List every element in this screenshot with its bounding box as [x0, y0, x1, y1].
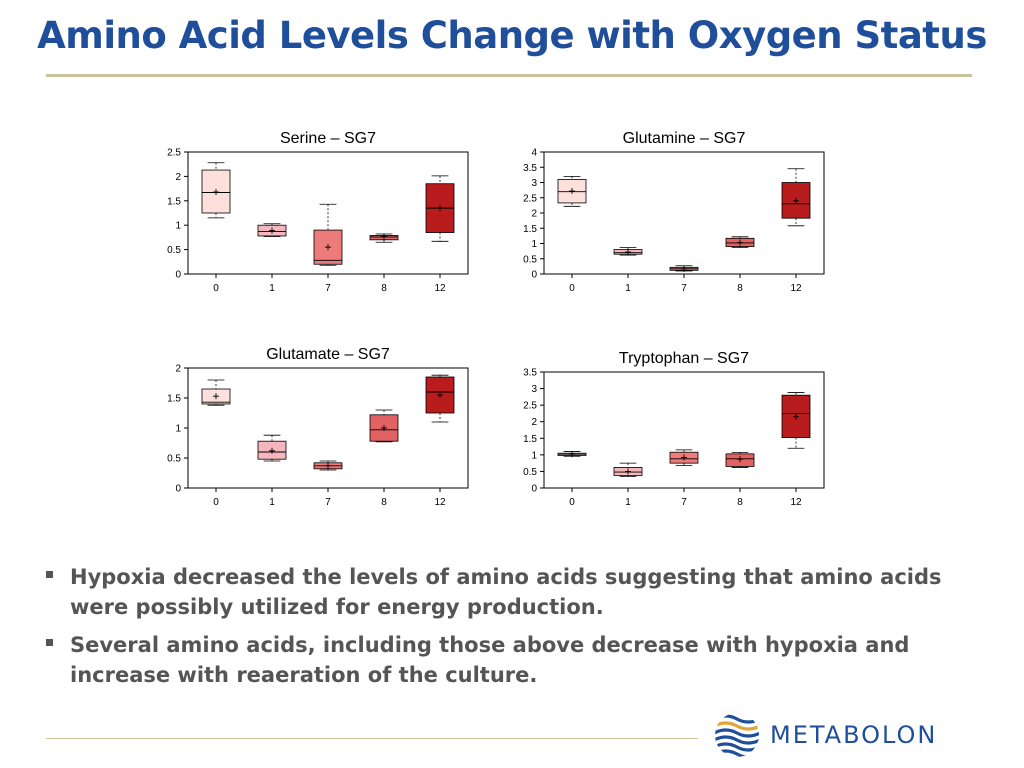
footer-rule — [46, 738, 698, 739]
box-plot-8 — [369, 409, 399, 443]
x-tick-label: 8 — [381, 283, 387, 294]
y-tick-label: 1.5 — [523, 224, 537, 235]
x-tick-label: 8 — [381, 497, 387, 508]
bullet-item: Hypoxia decreased the levels of amino ac… — [46, 562, 966, 622]
y-tick-label: 0 — [531, 270, 537, 281]
y-tick-label: 1.5 — [167, 196, 181, 207]
plot-frame — [543, 371, 825, 489]
square-bullet-icon — [46, 571, 53, 578]
box-plot-1 — [257, 223, 287, 237]
y-tick-label: 1 — [175, 221, 181, 232]
chart-title: Glutamate – SG7 — [266, 346, 390, 363]
y-tick-label: 2.5 — [523, 401, 537, 412]
chart-glutamate-svg: Glutamate – SG7 0 0.5 1 1.5 2 0 1 7 8 12 — [167, 346, 469, 508]
y-tick-label: 1 — [531, 239, 537, 250]
x-tick-label: 0 — [213, 497, 219, 508]
y-tick-label: 0 — [531, 484, 537, 495]
x-tick-label: 7 — [681, 497, 687, 508]
y-tick-label: 0.5 — [523, 467, 537, 478]
chart-glutamate: Glutamate – SG7 0 0.5 1 1.5 2 0 1 7 8 12 — [150, 338, 480, 516]
chart-serine: Serine – SG7 0 0.5 1 1.5 2 2.5 0 1 7 8 12 — [150, 122, 480, 302]
x-tick-label: 12 — [790, 283, 802, 294]
box-plot-12 — [425, 374, 455, 423]
x-tick-label: 8 — [737, 497, 743, 508]
x-tick-label: 1 — [269, 283, 275, 294]
box-plot-7 — [313, 203, 343, 266]
x-tick-label: 12 — [434, 497, 446, 508]
box-plot-8 — [369, 233, 399, 243]
y-tick-label: 0 — [175, 270, 181, 281]
box-plot-8 — [725, 452, 755, 468]
y-tick-label: 3 — [531, 384, 537, 395]
x-tick-label: 1 — [625, 497, 631, 508]
y-tick-label: 4 — [531, 148, 537, 159]
bullet-text: Several amino acids, including those abo… — [70, 633, 910, 687]
y-tick-label: 1 — [531, 450, 537, 461]
y-tick-label: 1.5 — [167, 394, 181, 405]
chart-glutamine-svg: Glutamine – SG7 0 0.5 1 1.5 2 2.5 3 3.5 4 0 1 7 8 12 — [523, 130, 825, 294]
box-plot-0 — [201, 162, 231, 219]
y-tick-label: 0.5 — [523, 254, 537, 265]
chart-title: Glutamine – SG7 — [623, 130, 746, 147]
x-tick-label: 8 — [737, 283, 743, 294]
y-tick-label: 2.5 — [167, 148, 181, 159]
box-plot-12 — [781, 168, 811, 227]
box-plot-12 — [781, 392, 811, 449]
chart-serine-svg: Serine – SG7 0 0.5 1 1.5 2 2.5 0 1 7 8 12 — [167, 130, 469, 294]
y-tick-label: 2 — [175, 172, 181, 183]
box-plot-7 — [669, 449, 699, 466]
chart-tryptophan-svg: Tryptophan – SG7 0 0.5 1 1.5 2 2.5 3 3.5 0 1 7 8 12 — [523, 350, 825, 508]
y-tick-label: 0.5 — [167, 245, 181, 256]
y-tick-label: 0.5 — [167, 454, 181, 465]
y-tick-label: 3 — [531, 178, 537, 189]
y-tick-label: 3.5 — [523, 368, 537, 379]
y-tick-label: 2.5 — [523, 193, 537, 204]
box-plot-0 — [557, 451, 587, 458]
x-tick-label: 7 — [325, 497, 331, 508]
square-bullet-icon — [46, 639, 53, 646]
y-tick-label: 2 — [531, 209, 537, 220]
plot-frame — [543, 151, 825, 275]
y-tick-label: 0 — [175, 484, 181, 495]
box-plot-12 — [425, 175, 455, 242]
x-tick-label: 1 — [269, 497, 275, 508]
box-plot-0 — [557, 176, 587, 207]
chart-title: Tryptophan – SG7 — [619, 350, 749, 367]
bullet-text: Hypoxia decreased the levels of amino ac… — [70, 565, 942, 619]
x-tick-label: 7 — [325, 283, 331, 294]
x-tick-label: 0 — [569, 497, 575, 508]
slide-title: Amino Acid Levels Change with Oxygen Sta… — [37, 14, 987, 57]
x-tick-label: 12 — [790, 497, 802, 508]
y-tick-label: 1.5 — [523, 434, 537, 445]
x-tick-label: 7 — [681, 283, 687, 294]
metabolon-logo: METABOLON — [714, 712, 937, 758]
box-plot-7 — [669, 265, 699, 272]
y-tick-label: 2 — [531, 417, 537, 428]
x-tick-label: 12 — [434, 283, 446, 294]
box-plot-8 — [725, 236, 755, 248]
x-tick-label: 0 — [213, 283, 219, 294]
chart-title: Serine – SG7 — [280, 130, 376, 147]
title-underline — [46, 74, 972, 77]
box-plot-0 — [201, 379, 231, 406]
metabolon-wave-globe-icon — [715, 714, 759, 757]
chart-tryptophan: Tryptophan – SG7 0 0.5 1 1.5 2 2.5 3 3.5 0 1 7 8 12 — [506, 342, 836, 516]
y-tick-label: 1 — [175, 424, 181, 435]
y-tick-label: 3.5 — [523, 163, 537, 174]
chart-glutamine: Glutamine – SG7 0 0.5 1 1.5 2 2.5 3 3.5 4 0 1 7 8 12 — [506, 122, 836, 302]
bullet-list: Hypoxia decreased the levels of amino ac… — [46, 562, 966, 698]
x-tick-label: 1 — [625, 283, 631, 294]
logo-wordmark: METABOLON — [770, 721, 938, 749]
box-plot-1 — [257, 434, 287, 462]
x-tick-label: 0 — [569, 283, 575, 294]
box-plot-1 — [613, 462, 643, 477]
box-plot-1 — [613, 247, 643, 256]
box-plot-7 — [313, 460, 343, 471]
y-tick-label: 2 — [175, 364, 181, 375]
bullet-item: Several amino acids, including those abo… — [46, 630, 966, 690]
